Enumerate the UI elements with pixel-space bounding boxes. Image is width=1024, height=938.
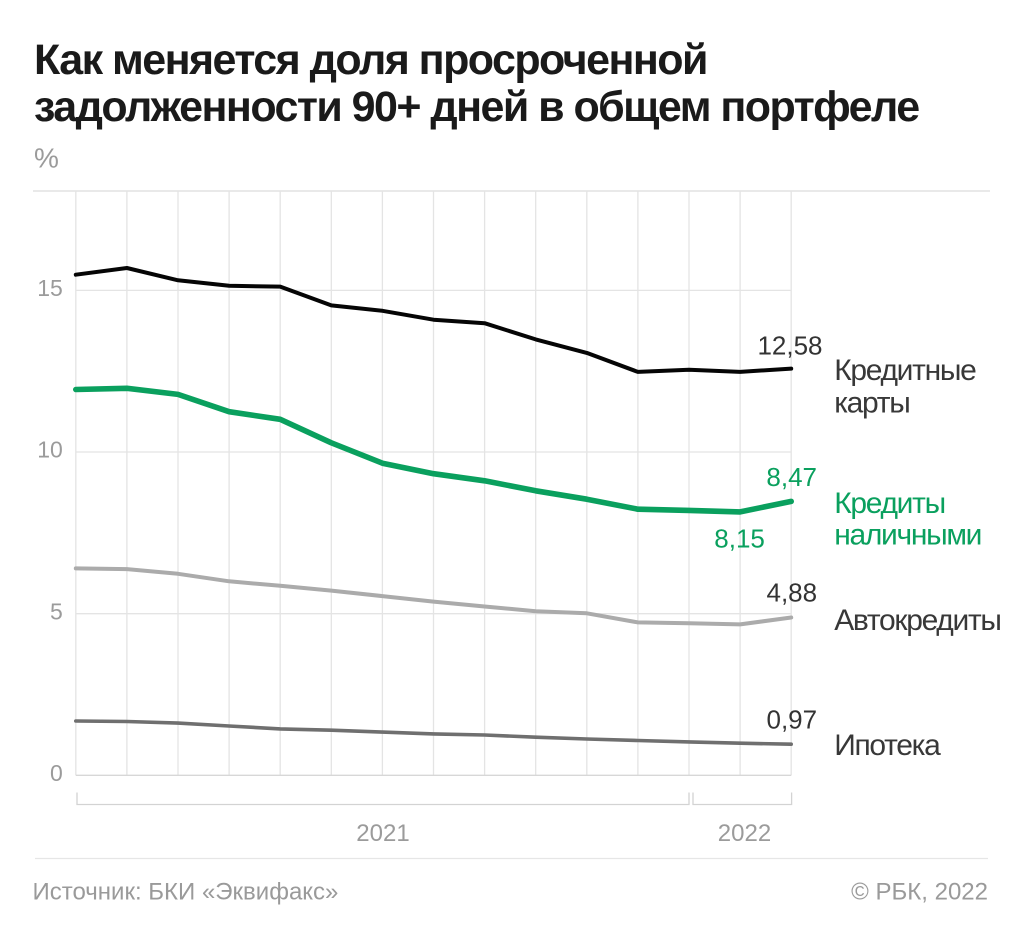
svg-text:8,47: 8,47 — [766, 462, 817, 492]
svg-text:12,58: 12,58 — [757, 331, 822, 361]
svg-text:15: 15 — [37, 275, 63, 301]
svg-text:Кредитные: Кредитные — [834, 354, 976, 387]
svg-text:8,15: 8,15 — [714, 523, 765, 553]
svg-text:Автокредиты: Автокредиты — [834, 604, 1000, 637]
svg-text:0,97: 0,97 — [766, 705, 817, 735]
svg-text:Источник: БКИ «Эквифакс»: Источник: БКИ «Эквифакс» — [33, 878, 339, 905]
svg-text:© РБК, 2022: © РБК, 2022 — [851, 878, 988, 905]
svg-text:4,88: 4,88 — [766, 577, 817, 607]
svg-text:карты: карты — [834, 387, 909, 420]
svg-text:0: 0 — [50, 760, 63, 786]
svg-text:5: 5 — [50, 598, 63, 624]
svg-text:%: % — [34, 143, 59, 174]
svg-text:наличными: наличными — [834, 518, 981, 551]
svg-text:10: 10 — [37, 437, 63, 463]
svg-text:Кредиты: Кредиты — [834, 487, 945, 520]
svg-text:2022: 2022 — [718, 820, 771, 847]
svg-text:Ипотека: Ипотека — [834, 729, 941, 762]
svg-text:2021: 2021 — [356, 820, 409, 847]
svg-text:задолженности 90+ дней в общем: задолженности 90+ дней в общем портфеле — [34, 83, 919, 131]
svg-text:Как меняется доля просроченной: Как меняется доля просроченной — [34, 36, 707, 84]
